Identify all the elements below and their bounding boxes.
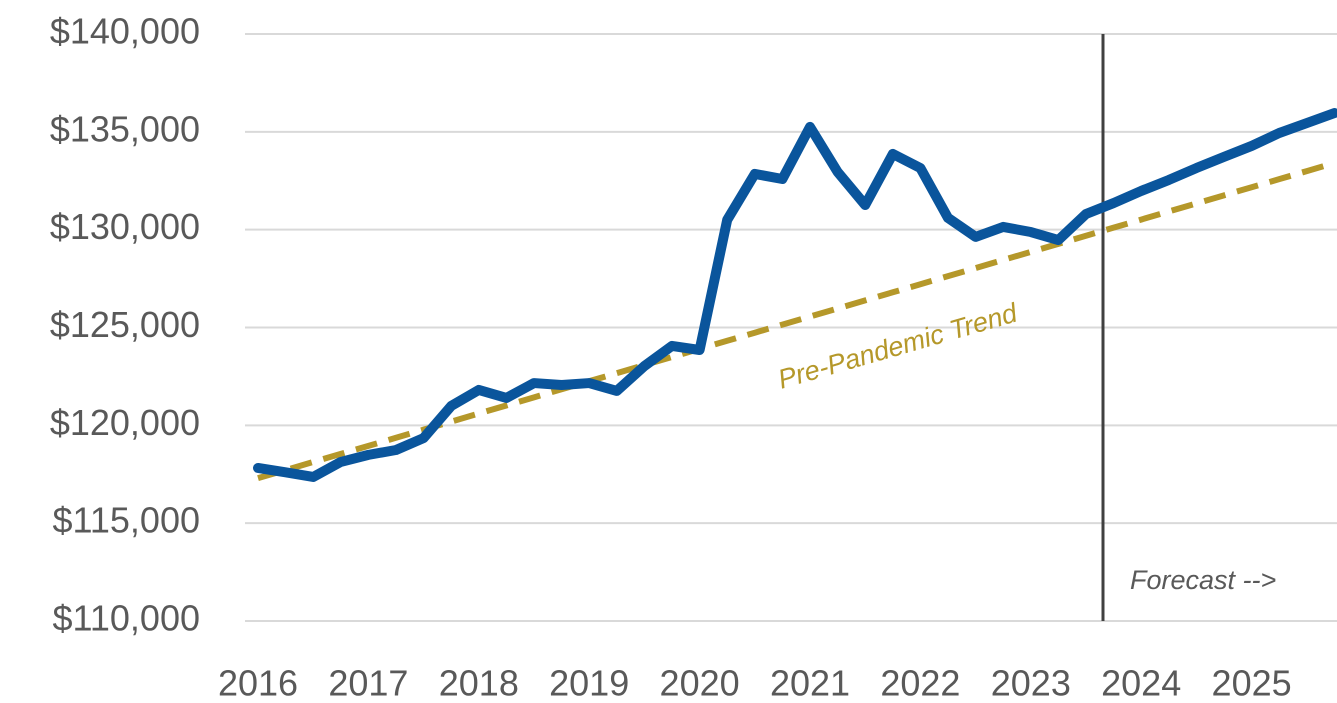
x-tick-label: 2022 [880,663,960,703]
y-tick-label: $125,000 [50,304,200,345]
data-line [253,108,1337,482]
y-tick-label: $135,000 [50,108,200,149]
forecast-annotation: Forecast --> [1130,565,1276,595]
x-tick-label: 2025 [1212,663,1292,703]
x-tick-label: 2023 [991,663,1071,703]
trend-label: Pre-Pandemic Trend [775,297,1022,394]
x-tick-label: 2019 [549,663,629,703]
y-tick-label: $110,000 [53,598,200,639]
grid [245,33,1337,622]
y-tick-label: $115,000 [53,500,200,541]
trend-line [257,160,1336,482]
x-tick-label: 2016 [218,663,298,703]
x-tick-label: 2024 [1101,663,1181,703]
x-tick-label: 2021 [770,663,850,703]
y-tick-label: $130,000 [50,206,200,247]
x-tick-label: 2018 [439,663,519,703]
y-tick-label: $120,000 [50,402,200,443]
x-tick-label: 2017 [328,663,408,703]
y-tick-label: $140,000 [50,11,200,52]
x-tick-label: 2020 [660,663,740,703]
